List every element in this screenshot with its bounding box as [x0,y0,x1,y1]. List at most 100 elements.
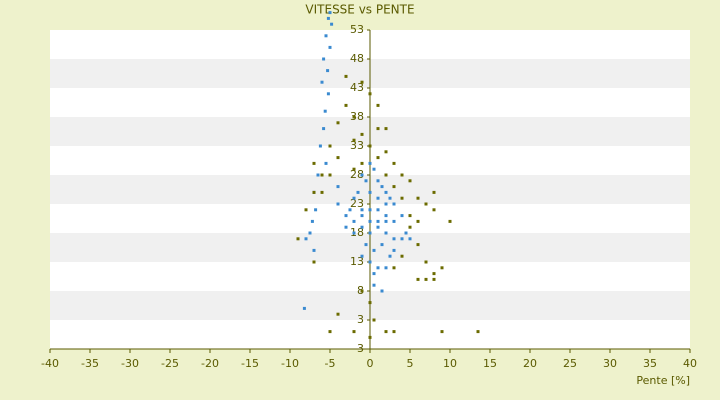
point [360,225,364,229]
y-tick-label: 3 [357,313,364,326]
point [328,144,332,148]
point [328,173,332,177]
point [368,301,372,305]
x-tick-label: -35 [81,357,99,370]
point [384,202,388,206]
point [376,225,380,229]
point [344,225,348,229]
y-tick-label: 23 [350,197,364,210]
x-tick-label: -25 [161,357,179,370]
point [392,219,396,223]
point [344,74,348,78]
point [368,161,372,165]
point [360,161,364,165]
point [368,335,372,339]
point [424,202,428,206]
point [368,190,372,194]
point [384,231,388,235]
x-tick-label: -20 [201,357,219,370]
point [322,57,326,61]
y-tick-label: 48 [350,52,364,65]
point [304,237,308,241]
point [392,237,396,241]
x-tick-label: 30 [603,357,617,370]
point [360,173,364,177]
point [360,214,364,218]
point [376,208,380,212]
point [440,266,444,270]
point [432,208,436,212]
point [316,173,320,177]
point [330,22,334,26]
point [392,248,396,252]
x-tick-label: 5 [407,357,414,370]
point [448,219,452,223]
point [408,214,412,218]
x-tick-label: -40 [41,357,59,370]
point [302,306,306,310]
point [314,208,318,212]
y-tick-label: 18 [350,226,364,239]
point [352,330,356,334]
point [360,80,364,84]
point [384,190,388,194]
y-tick-label: 13 [350,255,364,268]
x-tick-label: 20 [523,357,537,370]
y-tick-label: 28 [350,168,364,181]
point [376,196,380,200]
point [352,231,356,235]
point [384,150,388,154]
point [336,202,340,206]
point [312,161,316,165]
point [372,167,376,171]
point [376,179,380,183]
point [356,190,360,194]
point [326,69,330,73]
point [368,144,372,148]
y-tick-label: 43 [350,81,364,94]
point [424,260,428,264]
point [360,289,364,293]
point [304,208,308,212]
point [432,277,436,281]
point [352,196,356,200]
y-tick-label: 38 [350,110,364,123]
point [352,138,356,142]
point [336,156,340,160]
point [296,237,300,241]
point [312,190,316,194]
point [352,219,356,223]
point [384,266,388,270]
point [372,272,376,276]
point [364,243,368,247]
x-tick-label: -30 [121,357,139,370]
point [416,277,420,281]
point [400,237,404,241]
point [328,330,332,334]
point [368,260,372,264]
x-tick-label: 40 [683,357,697,370]
point [416,243,420,247]
point [384,127,388,131]
point [440,330,444,334]
x-tick-label: 15 [483,357,497,370]
point [372,283,376,287]
point [320,80,324,84]
x-tick-label: -15 [241,357,259,370]
point [328,45,332,49]
y-tick-label: 53 [350,23,364,36]
point [372,248,376,252]
point [424,277,428,281]
point [336,185,340,189]
point [323,109,327,113]
point [360,132,364,136]
point [372,318,376,322]
point [384,219,388,223]
point [344,103,348,107]
point [312,260,316,264]
point [408,237,412,241]
point [326,16,330,20]
x-tick-label: 10 [443,357,457,370]
point [320,173,324,177]
